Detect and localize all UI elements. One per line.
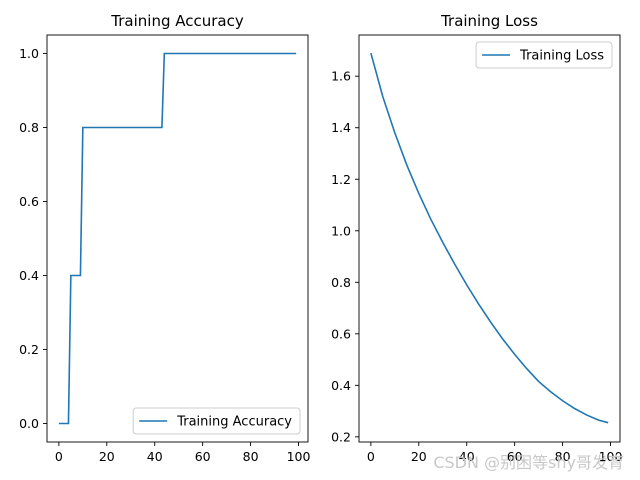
watermark: CSDN @别困等shy哥发育 — [433, 453, 624, 472]
legend-box — [132, 407, 301, 435]
legend-label: Training Accuracy — [176, 415, 292, 430]
y-tick-label: 0.6 — [331, 326, 351, 341]
axes-frame — [46, 34, 309, 443]
x-tick-label: 100 — [599, 449, 623, 464]
y-axis-ticks: 0.0 0.2 0.4 0.6 0.8 1.0 — [19, 46, 47, 431]
y-tick-label: 0.8 — [331, 275, 351, 290]
y-tick-label: 1.0 — [19, 46, 39, 61]
y-tick-label: 0.4 — [19, 268, 39, 283]
training-accuracy-chart: Training Accuracy 0 20 40 60 80 100 0.0 0.2 0.4… — [19, 12, 310, 464]
x-tick-label: 40 — [147, 449, 163, 464]
y-tick-label: 0.2 — [19, 342, 39, 357]
y-tick-label: 0.0 — [19, 416, 39, 431]
y-tick-label: 0.8 — [19, 120, 39, 135]
x-tick-label: 20 — [99, 449, 115, 464]
legend: Training Accuracy — [132, 407, 301, 435]
x-tick-label: 80 — [243, 449, 259, 464]
x-axis-ticks: 0 20 40 60 80 100 — [367, 442, 623, 464]
training-loss-chart: Training Loss 0 20 40 60 80 100 0.2 0.4 0.6 0.8 1… — [331, 12, 622, 464]
x-tick-label: 40 — [459, 449, 475, 464]
x-tick-label: 100 — [287, 449, 311, 464]
y-tick-label: 1.4 — [331, 120, 351, 135]
x-tick-label: 0 — [367, 449, 375, 464]
legend-box — [475, 41, 613, 69]
y-tick-label: 1.6 — [331, 69, 351, 84]
x-tick-label: 0 — [55, 449, 63, 464]
training-loss-line — [370, 52, 609, 424]
x-tick-label: 60 — [195, 449, 211, 464]
y-tick-label: 1.2 — [331, 172, 351, 187]
x-tick-label: 80 — [555, 449, 571, 464]
x-tick-label: 20 — [411, 449, 427, 464]
y-tick-label: 0.2 — [331, 429, 351, 444]
axes-frame — [358, 34, 621, 443]
y-tick-label: 0.4 — [331, 378, 351, 393]
x-axis-ticks: 0 20 40 60 80 100 — [55, 442, 311, 464]
y-tick-label: 1.0 — [331, 223, 351, 238]
legend-label: Training Loss — [519, 49, 604, 64]
chart-title: Training Accuracy — [110, 12, 244, 30]
training-accuracy-line — [58, 52, 297, 425]
chart-title: Training Loss — [440, 12, 538, 30]
legend: Training Loss — [475, 41, 613, 69]
x-tick-label: 60 — [507, 449, 523, 464]
y-axis-ticks: 0.2 0.4 0.6 0.8 1.0 1.2 1.4 1.6 — [331, 69, 359, 444]
y-tick-label: 0.6 — [19, 194, 39, 209]
